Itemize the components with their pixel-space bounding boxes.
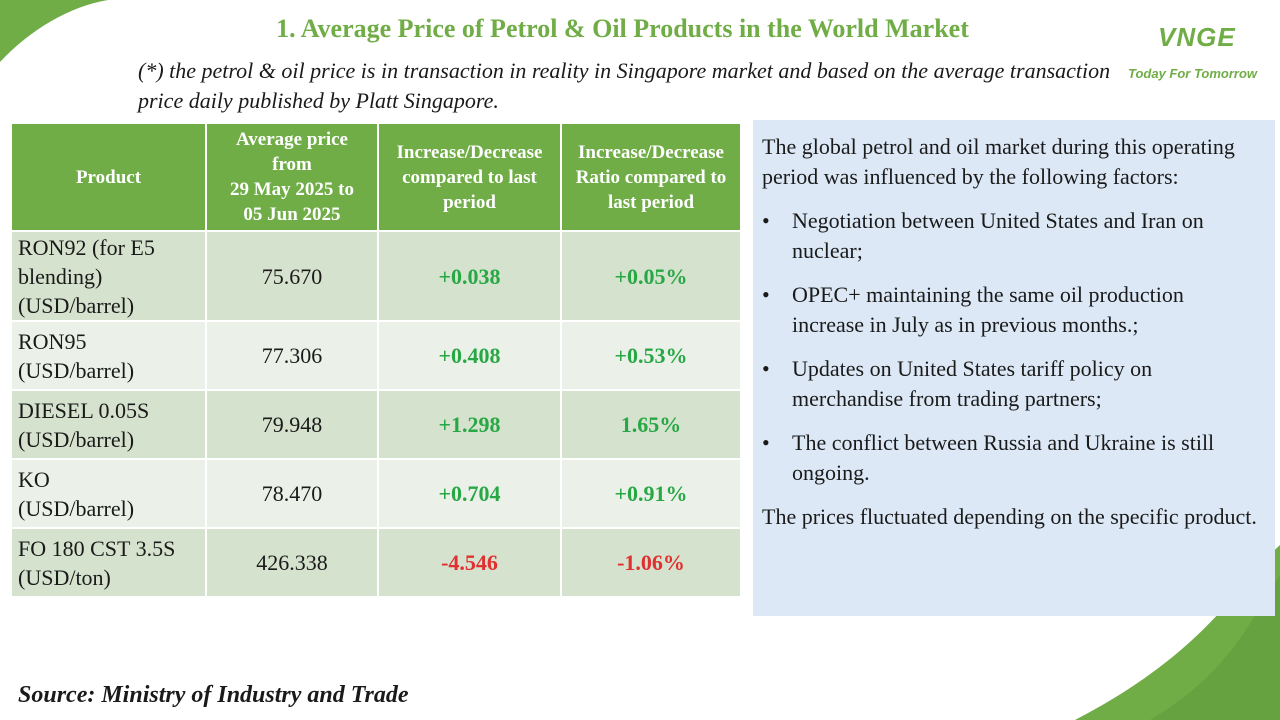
header-average-price-line: Average price xyxy=(235,129,348,150)
product-cell: FO 180 CST 3.5S (USD/ton) xyxy=(10,527,207,598)
product-unit: (USD/ton) xyxy=(18,564,111,590)
product-cell: DIESEL 0.05S (USD/barrel) xyxy=(10,389,207,460)
change-cell: -4.546 xyxy=(377,527,562,598)
product-name: blending) xyxy=(18,263,103,289)
panel-conclusion: The prices fluctuated depending on the s… xyxy=(762,504,1257,529)
table-row: KO (USD/barrel) 78.470 +0.704 +0.91% xyxy=(10,458,742,529)
bullet-icon: • xyxy=(762,356,770,381)
bullet-icon: • xyxy=(762,208,770,233)
price-cell: 426.338 xyxy=(205,527,379,598)
price-cell: 75.670 xyxy=(205,230,379,322)
price-cell: 77.306 xyxy=(205,320,379,391)
market-factors-panel: The global petrol and oil market during … xyxy=(753,120,1275,616)
list-item: • OPEC+ maintaining the same oil product… xyxy=(762,280,1259,339)
source-citation: Source: Ministry of Industry and Trade xyxy=(18,682,409,708)
logo-mark: VNGE xyxy=(1158,22,1236,52)
change-cell: +0.704 xyxy=(377,458,562,529)
table-row: FO 180 CST 3.5S (USD/ton) 426.338 -4.546… xyxy=(10,527,742,598)
ratio-cell: +0.91% xyxy=(560,458,742,529)
change-cell: +0.038 xyxy=(377,230,562,322)
product-cell: RON92 (for E5 blending) (USD/barrel) xyxy=(10,230,207,322)
factor-text: Updates on United States tariff policy o… xyxy=(792,356,1153,411)
list-item: • The conflict between Russia and Ukrain… xyxy=(762,428,1259,487)
ratio-cell: +0.05% xyxy=(560,230,742,322)
change-cell: +0.408 xyxy=(377,320,562,391)
product-name: RON92 (for E5 xyxy=(18,234,155,260)
corner-leaf-top-left xyxy=(0,0,108,62)
product-name: RON95 xyxy=(18,328,87,354)
header-ratio: Increase/Decrease Ratio compared to last… xyxy=(560,122,742,232)
header-product: Product xyxy=(10,122,207,232)
product-cell: RON95 (USD/barrel) xyxy=(10,320,207,391)
table-row: DIESEL 0.05S (USD/barrel) 79.948 +1.298 … xyxy=(10,389,742,460)
price-table: Product Average price from 29 May 2025 t… xyxy=(10,122,742,598)
logo-tagline: Today For Tomorrow xyxy=(1128,66,1258,81)
product-name: DIESEL 0.05S xyxy=(18,397,150,423)
panel-intro: The global petrol and oil market during … xyxy=(762,134,1235,189)
price-cell: 79.948 xyxy=(205,389,379,460)
price-note: (*) the petrol & oil price is in transac… xyxy=(138,58,1111,113)
factor-text: Negotiation between United States and Ir… xyxy=(792,208,1204,263)
page-title: 1. Average Price of Petrol & Oil Product… xyxy=(276,14,969,43)
header-change: Increase/Decrease compared to last perio… xyxy=(377,122,562,232)
product-name: KO xyxy=(18,466,50,492)
change-cell: +1.298 xyxy=(377,389,562,460)
product-unit: (USD/barrel) xyxy=(18,426,135,452)
product-cell: KO (USD/barrel) xyxy=(10,458,207,529)
ratio-cell: 1.65% xyxy=(560,389,742,460)
factor-text: The conflict between Russia and Ukraine … xyxy=(792,430,1215,485)
ratio-cell: +0.53% xyxy=(560,320,742,391)
header-average-price-line: 05 Jun 2025 xyxy=(243,204,341,225)
product-unit: (USD/barrel) xyxy=(18,495,135,521)
table-header-row: Product Average price from 29 May 2025 t… xyxy=(10,122,742,232)
list-item: • Updates on United States tariff policy… xyxy=(762,354,1259,413)
product-unit: (USD/barrel) xyxy=(18,292,135,318)
bullet-icon: • xyxy=(762,430,770,455)
company-logo: VNGE Today For Tomorrow xyxy=(1126,22,1266,86)
table-row: RON92 (for E5 blending) (USD/barrel) 75.… xyxy=(10,230,742,322)
factor-list: • Negotiation between United States and … xyxy=(762,206,1259,487)
header-average-price-line: from xyxy=(272,154,312,175)
bullet-icon: • xyxy=(762,282,770,307)
product-name: FO 180 CST 3.5S xyxy=(18,535,176,561)
price-cell: 78.470 xyxy=(205,458,379,529)
ratio-cell: -1.06% xyxy=(560,527,742,598)
factor-text: OPEC+ maintaining the same oil productio… xyxy=(792,282,1184,337)
header-average-price-line: 29 May 2025 to xyxy=(229,179,354,200)
header-average-price: Average price from 29 May 2025 to 05 Jun… xyxy=(205,122,379,232)
product-unit: (USD/barrel) xyxy=(18,357,135,383)
table-row: RON95 (USD/barrel) 77.306 +0.408 +0.53% xyxy=(10,320,742,391)
list-item: • Negotiation between United States and … xyxy=(762,206,1259,265)
